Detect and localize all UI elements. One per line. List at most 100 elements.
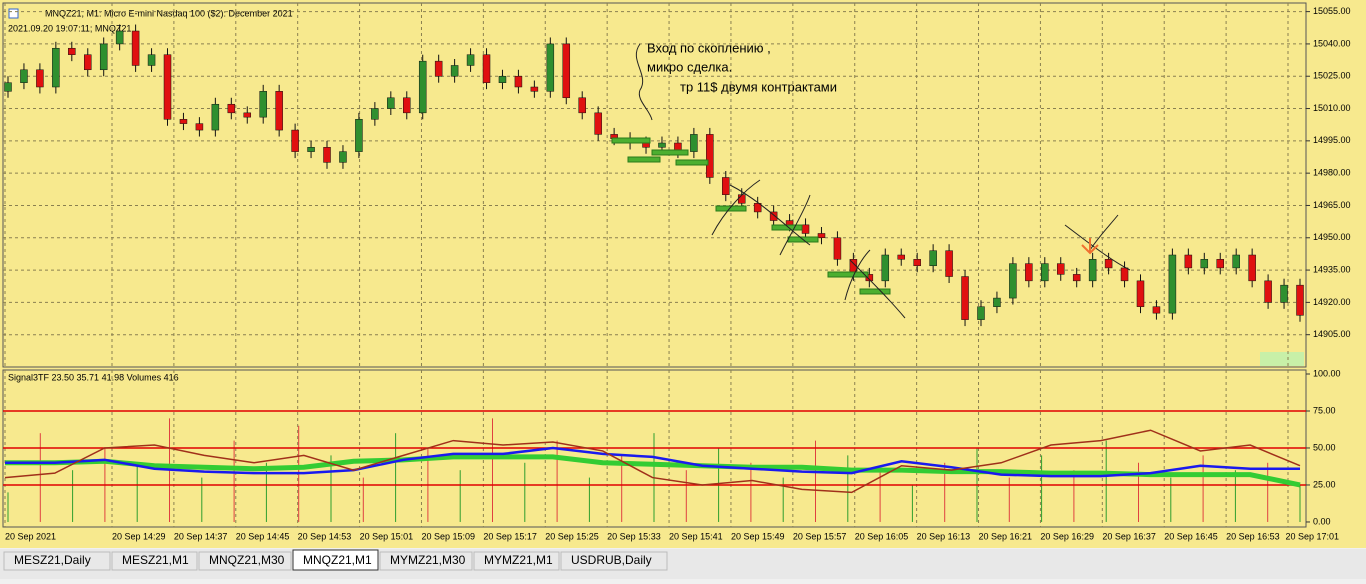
candle-body	[355, 119, 363, 152]
candle-body	[642, 142, 650, 148]
y-tick-label: 14965.00	[1313, 200, 1351, 210]
x-tick-label: 20 Sep 15:49	[731, 531, 785, 541]
candle-body	[594, 112, 602, 135]
y-tick-label: 0.00	[1313, 516, 1331, 526]
x-tick-label: 20 Sep 14:53	[298, 531, 352, 541]
indicator-label: Signal3TF 23.50 35.71 41.98 Volumes 416	[8, 372, 179, 382]
candle-body	[339, 151, 347, 163]
x-tick-label: 20 Sep 16:53	[1226, 531, 1280, 541]
candle-body	[1072, 274, 1081, 282]
tab[interactable]	[198, 551, 292, 571]
candle-body	[817, 233, 826, 239]
candle-body	[1152, 306, 1161, 314]
chart-icon	[8, 8, 19, 19]
tab[interactable]	[379, 551, 473, 571]
candle-body	[1136, 280, 1145, 307]
candle-body	[1009, 263, 1017, 299]
candle-body	[68, 47, 76, 55]
x-tick-label: 20 Sep 15:57	[793, 531, 847, 541]
candle-body	[466, 54, 475, 66]
candle-body	[275, 91, 283, 131]
tab[interactable]	[473, 551, 560, 571]
candle-body	[769, 211, 778, 221]
candle-body	[259, 91, 267, 118]
candle-body	[993, 297, 1001, 307]
x-tick-label: 20 Sep 17:01	[1285, 531, 1339, 541]
candle-body	[147, 54, 156, 66]
tab[interactable]	[292, 549, 379, 571]
candle-body	[801, 224, 810, 234]
tab-label[interactable]: MESZ21,Daily	[14, 553, 91, 567]
x-tick-label: 20 Sep 15:17	[483, 531, 537, 541]
candle-body	[1120, 267, 1129, 282]
tab[interactable]	[111, 551, 198, 571]
candle-body	[1296, 284, 1304, 316]
candle-body	[20, 69, 28, 83]
y-tick-label: 15055.00	[1313, 6, 1351, 16]
y-tick-label: 14980.00	[1313, 168, 1351, 178]
y-tick-label: 14935.00	[1313, 264, 1351, 274]
tab-label[interactable]: MYMZ21,M1	[484, 553, 553, 567]
candle-body	[1248, 254, 1256, 282]
tab-label[interactable]: MYMZ21,M30	[390, 553, 466, 567]
tab-label[interactable]: USDRUB,Daily	[571, 553, 652, 567]
x-tick-label: 20 Sep 16:29	[1040, 531, 1094, 541]
candle-body	[307, 147, 315, 152]
tab[interactable]	[3, 551, 111, 571]
x-tick-label: 20 Sep 16:13	[917, 531, 971, 541]
x-tick-label: 20 Sep 15:33	[607, 531, 661, 541]
chart-info: 2021.09.20 19:07:11; MNQZ21	[8, 23, 131, 33]
candle-body	[897, 254, 905, 260]
x-tick-label: 20 Sep 15:41	[669, 531, 723, 541]
candle-body	[243, 112, 252, 118]
candle-body	[945, 250, 953, 277]
candle-body	[115, 30, 124, 45]
x-tick-label: 20 Sep 2021	[5, 531, 56, 541]
candle-body	[387, 97, 395, 109]
candle-body	[403, 97, 411, 114]
candle-body	[833, 237, 842, 260]
x-tick-label: 20 Sep 14:37	[174, 531, 228, 541]
price-panel	[2, 2, 1307, 368]
x-tick-label: 20 Sep 14:45	[236, 531, 290, 541]
candle-body	[195, 123, 204, 131]
hand-lines	[635, 43, 1131, 319]
candle-body	[1184, 254, 1193, 269]
tab-label[interactable]: MNQZ21,M1	[303, 553, 372, 567]
candle-body	[1264, 280, 1272, 303]
x-tick-label: 20 Sep 16:45	[1164, 531, 1218, 541]
candle-body	[658, 142, 666, 148]
y-tick-label: 50.00	[1313, 442, 1336, 452]
candle-body	[514, 75, 523, 88]
candle-body	[291, 129, 299, 152]
indicator-line	[4, 429, 1301, 494]
candle-body	[530, 86, 539, 92]
tab-label[interactable]: MNQZ21,M30	[209, 553, 285, 567]
annotation: тр 11$ двумя контрактами	[680, 79, 837, 94]
candle-body	[1200, 259, 1209, 269]
y-tick-label: 15025.00	[1313, 71, 1351, 81]
candle-body	[1025, 263, 1033, 282]
candle-body	[131, 30, 140, 66]
tab[interactable]	[560, 551, 668, 571]
candle-body	[785, 220, 794, 226]
x-tick-label: 20 Sep 15:09	[421, 531, 475, 541]
candle-body	[179, 119, 188, 124]
candle-body	[929, 250, 937, 267]
candle-body	[562, 43, 571, 99]
y-tick-label: 14920.00	[1313, 297, 1351, 307]
candle-body	[1088, 259, 1097, 282]
candle-body	[99, 43, 108, 71]
candle-body	[722, 177, 730, 195]
y-tick-label: 15010.00	[1313, 103, 1351, 113]
candle-body	[1232, 254, 1240, 269]
tab-label[interactable]: MESZ21,M1	[122, 553, 189, 567]
candle-body	[913, 259, 921, 267]
y-tick-label: 14950.00	[1313, 232, 1351, 242]
x-tick-label: 20 Sep 15:01	[360, 531, 414, 541]
candle-body	[450, 65, 459, 77]
candle-body	[1216, 259, 1224, 269]
candle-body	[211, 103, 220, 131]
candle-body	[434, 60, 443, 77]
